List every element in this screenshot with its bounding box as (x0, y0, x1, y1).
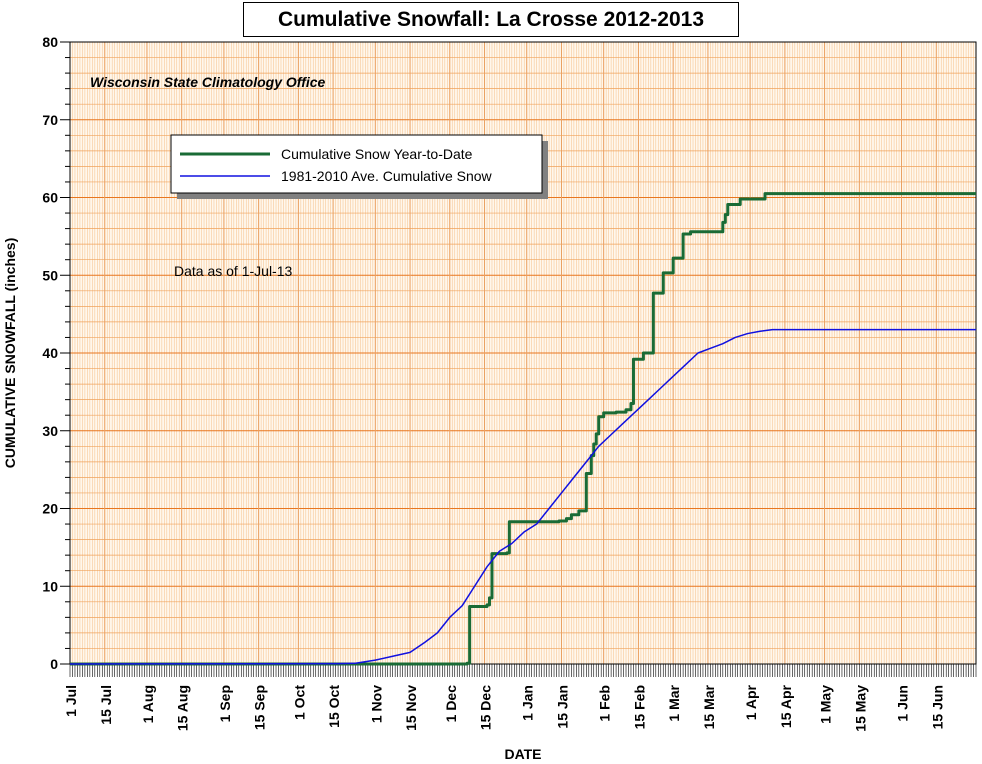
x-tick-label: 15 Apr (778, 684, 794, 728)
x-tick-label: 15 Dec (478, 685, 494, 730)
x-tick-label: 1 May (818, 685, 834, 724)
x-axis-label: DATE (504, 746, 541, 762)
x-tick-label: 15 Sep (252, 685, 268, 730)
series-line-average (69, 328, 976, 665)
series-line-year-to-date (70, 192, 976, 666)
series-layer (69, 192, 976, 666)
y-tick-label: 80 (42, 34, 58, 50)
x-tick-label: 1 Mar (666, 684, 682, 721)
x-tick-label: 1 Jul (63, 685, 79, 717)
x-tick-label: 1 Sep (217, 685, 233, 722)
x-tick-label: 1 Jan (520, 685, 536, 721)
x-tick-label: 1 Oct (291, 685, 307, 720)
y-axis: 0 10 20 30 40 50 60 70 80 (42, 34, 71, 672)
legend: Cumulative Snow Year-to-Date 1981-2010 A… (170, 134, 548, 199)
y-tick-label: 50 (42, 267, 58, 283)
x-axis: 1 Jul 15 Jul 1 Aug 15 Aug 1 Sep 15 Sep 1 Oct 15… (63, 663, 977, 732)
y-tick-label: 40 (42, 345, 58, 361)
x-tick-label: 15 Jun (929, 685, 945, 729)
x-tick-label: 15 Mar (701, 684, 717, 729)
x-tick-label: 15 Feb (631, 685, 647, 729)
x-tick-label: 15 Jul (98, 685, 114, 725)
y-tick-label: 70 (42, 112, 58, 128)
x-tick-label: 1 Nov (368, 685, 384, 723)
y-tick-label: 60 (42, 190, 58, 206)
data-as-of-annotation: Data as of 1-Jul-13 (174, 263, 292, 279)
x-tick-label: 15 Aug (175, 685, 191, 731)
x-tick-label: 15 Nov (403, 685, 419, 731)
x-tick-label: 15 Oct (326, 685, 342, 728)
legend-label-average: 1981-2010 Ave. Cumulative Snow (281, 168, 493, 184)
y-tick-label: 10 (42, 578, 58, 594)
x-tick-label: 15 May (852, 685, 868, 732)
y-axis-label: CUMULATIVE SNOWFALL (inches) (2, 238, 18, 468)
x-tick-label: 1 Apr (743, 684, 759, 720)
x-tick-label: 15 Jan (554, 685, 570, 729)
y-tick-label: 0 (50, 656, 58, 672)
x-tick-label: 1 Feb (597, 685, 613, 722)
legend-box (170, 134, 543, 194)
subtitle-text: Wisconsin State Climatology Office (90, 74, 326, 90)
x-tick-label: 1 Dec (443, 685, 459, 723)
x-tick-label: 1 Aug (140, 685, 156, 723)
x-tick-label: 1 Jun (895, 685, 911, 722)
y-tick-label: 20 (42, 501, 58, 517)
chart-title: Cumulative Snowfall: La Crosse 2012-2013 (278, 7, 704, 31)
chart-title-box: Cumulative Snowfall: La Crosse 2012-2013 (243, 2, 739, 37)
legend-label-year-to-date: Cumulative Snow Year-to-Date (281, 146, 473, 162)
y-tick-label: 30 (42, 423, 58, 439)
